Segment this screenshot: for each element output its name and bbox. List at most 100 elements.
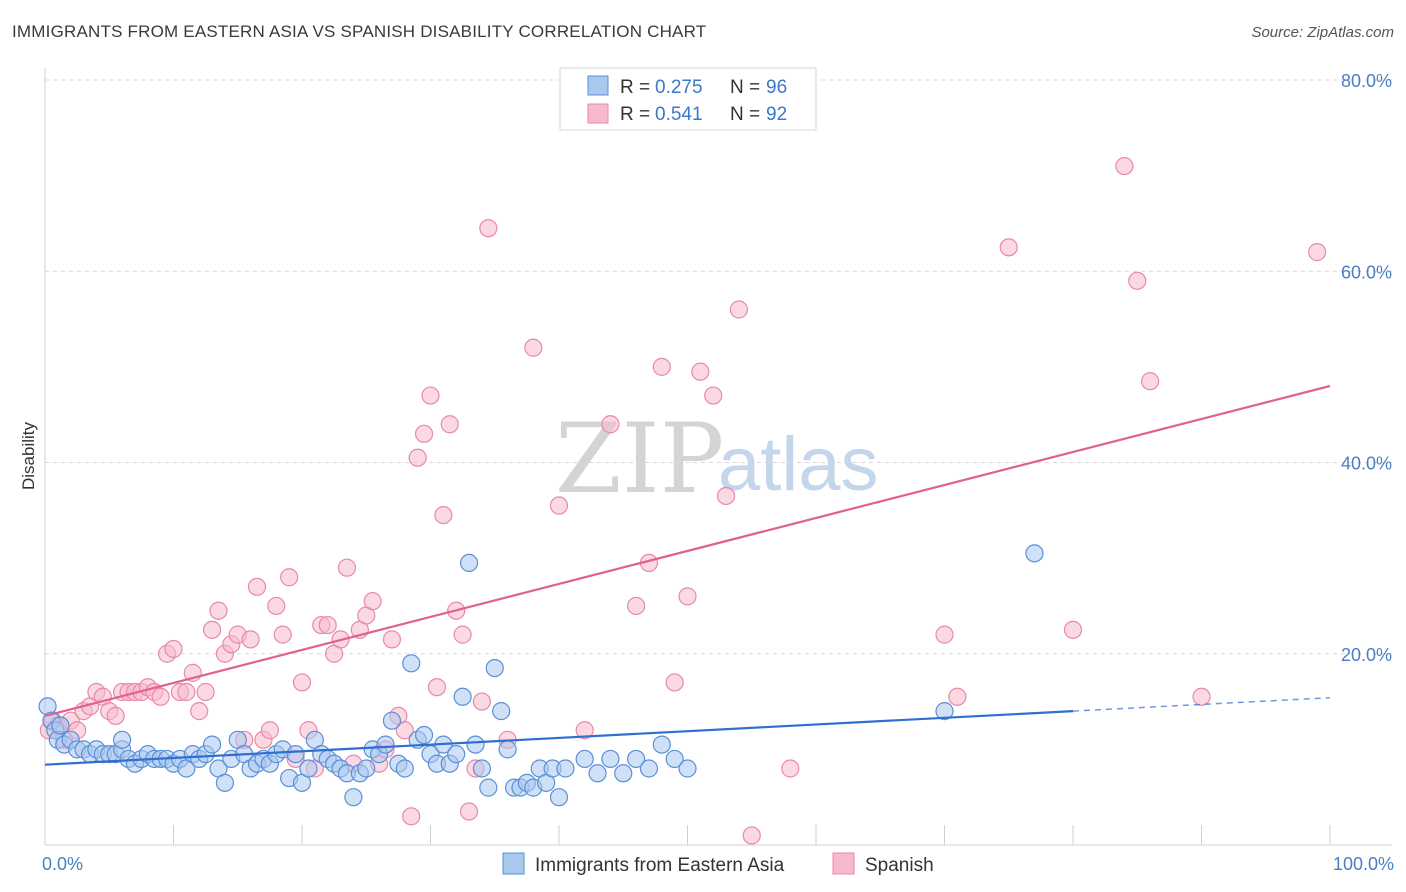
eastern-asia-point: [601, 749, 620, 769]
spanish-point: [479, 219, 498, 238]
eastern-asia-point: [453, 687, 472, 706]
source-credit: Source: ZipAtlas.com: [1251, 24, 1394, 41]
eastern-asia-point: [652, 735, 671, 754]
watermark-zip: ZIP: [555, 403, 724, 515]
spanish-point: [652, 357, 671, 376]
watermark: ZIP atlas: [555, 403, 879, 515]
eastern-asia-point: [402, 654, 421, 673]
spanish-point: [1308, 243, 1327, 262]
eastern-asia-point: [935, 702, 954, 721]
spanish-point: [935, 625, 954, 644]
spanish-point: [601, 415, 620, 434]
spanish-point: [164, 639, 183, 659]
spanish-point: [472, 692, 491, 711]
eastern-asia-point: [382, 711, 402, 730]
eastern-asia-point: [376, 735, 395, 754]
spanish-trend-line: [44, 384, 1331, 717]
x-tick-label: 0.0%: [42, 854, 83, 874]
trend-lines: [44, 384, 1331, 766]
eastern-asia-point: [498, 740, 517, 759]
spanish-point: [1192, 687, 1211, 706]
eastern-asia-point: [665, 749, 684, 769]
spanish-point: [267, 596, 286, 616]
chart-title: IMMIGRANTS FROM EASTERN ASIA VS SPANISH …: [12, 22, 707, 41]
spanish-point: [427, 678, 447, 697]
eastern-asia-points: [38, 544, 1044, 807]
spanish-point: [241, 630, 260, 649]
legend-n-label-2: N =: [730, 104, 760, 125]
bottom-legend-swatch-blue: [502, 852, 525, 875]
spanish-point: [729, 300, 749, 319]
bottom-legend-swatch-pink: [832, 852, 855, 875]
spanish-point: [414, 424, 434, 443]
spanish-point: [151, 687, 170, 706]
legend-r-label-1: R =: [620, 77, 650, 98]
y-tick-label: 60.0%: [1341, 262, 1392, 282]
spanish-point: [1140, 372, 1160, 391]
eastern-asia-point: [344, 788, 363, 807]
spanish-point: [626, 596, 646, 616]
eastern-asia-point: [447, 745, 466, 764]
eastern-asia-point: [575, 749, 594, 769]
spanish-point: [434, 505, 453, 525]
spanish-point: [382, 630, 402, 649]
y-tick-label: 40.0%: [1341, 454, 1392, 474]
eastern-asia-point: [485, 658, 504, 678]
spanish-point: [196, 682, 215, 702]
spanish-point: [337, 558, 357, 577]
spanish-point: [549, 496, 569, 515]
spanish-point: [948, 687, 967, 706]
eastern-asia-point: [588, 764, 607, 783]
spanish-point: [524, 338, 543, 357]
eastern-asia-point: [459, 553, 479, 573]
x-tick-labels: 0.0% 100.0%: [42, 854, 1394, 874]
eastern-asia-point: [299, 759, 318, 778]
spanish-point: [190, 702, 209, 721]
eastern-asia-point: [202, 735, 222, 754]
eastern-asia-point: [639, 759, 659, 778]
spanish-point: [704, 386, 723, 405]
spanish-points: [39, 156, 1327, 845]
spanish-point: [459, 802, 479, 821]
bottom-legend-label-pink: Spanish: [865, 855, 934, 876]
spanish-point: [678, 587, 697, 606]
spanish-point: [106, 706, 125, 726]
eastern-asia-point: [614, 764, 633, 783]
legend-r-value-2: 0.541: [655, 104, 703, 125]
spanish-point: [691, 362, 710, 381]
spanish-point: [575, 721, 594, 740]
eastern-asia-point: [215, 773, 234, 792]
eastern-asia-point: [549, 788, 569, 807]
eastern-asia-point: [414, 725, 434, 745]
spanish-point: [363, 592, 382, 611]
spanish-point: [999, 238, 1018, 257]
spanish-point: [665, 673, 684, 692]
y-tick-label: 80.0%: [1341, 71, 1392, 91]
bottom-legend: Immigrants from Eastern Asia Spanish: [502, 852, 934, 876]
legend-n-value-1: 96: [766, 77, 787, 98]
spanish-point: [273, 625, 292, 644]
spanish-point: [280, 568, 299, 587]
spanish-point: [1115, 156, 1134, 176]
spanish-point: [440, 415, 459, 434]
spanish-point: [1128, 271, 1147, 290]
spanish-point: [421, 386, 440, 405]
spanish-point: [453, 625, 472, 644]
spanish-point: [209, 601, 228, 620]
eastern-asia-point: [626, 749, 646, 769]
eastern-asia-point: [357, 759, 376, 778]
spanish-point: [318, 615, 337, 635]
x-tick-label: 100.0%: [1333, 854, 1394, 874]
spanish-point: [247, 577, 267, 596]
spanish-point: [202, 620, 222, 639]
eastern-asia-point: [112, 730, 132, 749]
spanish-point: [742, 826, 761, 845]
spanish-point: [781, 759, 800, 778]
eastern-asia-point: [466, 735, 485, 754]
y-tick-labels: 20.0% 40.0% 60.0% 80.0%: [1341, 71, 1392, 665]
bottom-legend-label-blue: Immigrants from Eastern Asia: [535, 855, 785, 876]
legend-n-label-1: N =: [730, 77, 760, 98]
spanish-point: [395, 721, 414, 740]
top-legend: R = 0.275 N = 96 R = 0.541 N = 92: [559, 67, 817, 131]
